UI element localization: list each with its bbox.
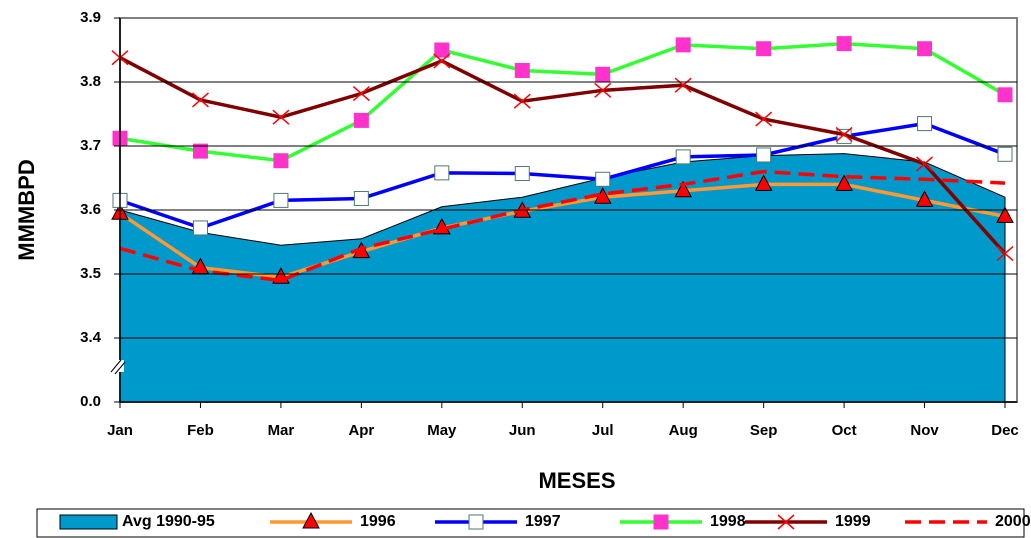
y-axis-title: MMMBPD — [14, 159, 39, 260]
x-tick-label: Aug — [669, 422, 698, 439]
marker — [835, 174, 853, 191]
legend-box — [36, 508, 1025, 538]
x-tick-label: Nov — [910, 422, 939, 439]
x-tick-label: Oct — [832, 422, 857, 439]
marker — [996, 206, 1014, 223]
marker — [756, 41, 772, 57]
marker — [433, 53, 451, 69]
marker — [434, 165, 450, 181]
marker — [996, 245, 1014, 262]
marker — [353, 112, 369, 128]
marker — [353, 190, 369, 206]
marker — [997, 87, 1013, 103]
x-axis-title: MESES — [538, 468, 615, 493]
marker — [915, 190, 934, 207]
y-tick-label: 0.0 — [80, 393, 101, 410]
legend-marker — [468, 514, 484, 530]
marker — [756, 147, 772, 163]
y-tick-label: 3.9 — [80, 9, 101, 26]
marker — [594, 82, 612, 98]
line — [119, 41, 1006, 163]
axis-break — [112, 360, 124, 372]
y-tick-label: 3.8 — [80, 73, 101, 90]
marker — [514, 62, 530, 78]
marker — [191, 92, 209, 108]
y-tick-label: 3.5 — [80, 265, 101, 282]
legend-label: 1997 — [525, 513, 561, 530]
line — [119, 169, 1006, 283]
marker — [917, 116, 933, 132]
axis-break — [110, 359, 126, 375]
legend-label: Avg 1990-95 — [122, 513, 215, 530]
x-tick-label: Jul — [592, 422, 614, 439]
marker — [675, 149, 691, 165]
x-tick-label: Sep — [750, 422, 778, 439]
x-tick-label: Jan — [107, 422, 133, 439]
x-tick-label: Mar — [268, 422, 295, 439]
legend-label: 1999 — [835, 513, 871, 530]
marker — [595, 66, 611, 82]
legend-label: 1998 — [710, 513, 746, 530]
marker — [434, 42, 450, 58]
marker — [997, 146, 1013, 162]
x-tick-label: May — [427, 422, 457, 439]
line — [119, 56, 1007, 255]
y-tick-label: 3.4 — [80, 329, 102, 346]
marker — [836, 36, 852, 52]
x-tick-label: Jun — [509, 422, 536, 439]
marker — [272, 109, 290, 125]
marker — [432, 217, 451, 235]
marker — [675, 37, 691, 53]
marker — [513, 93, 531, 109]
line — [119, 182, 1006, 279]
line — [119, 121, 1006, 230]
marker — [352, 85, 370, 102]
legend-label: 1996 — [360, 513, 396, 530]
x-tick-label: Feb — [187, 422, 214, 439]
x-tick-label: Dec — [991, 422, 1019, 439]
marker — [514, 166, 530, 182]
marker — [674, 77, 692, 93]
legend-marker — [302, 511, 320, 529]
marker — [917, 41, 933, 57]
marker — [273, 192, 289, 208]
marker — [273, 153, 289, 169]
marker — [835, 126, 853, 143]
marker — [754, 174, 773, 191]
legend-label: 2000 — [995, 513, 1031, 530]
legend-swatch — [59, 514, 118, 530]
marker — [192, 143, 208, 159]
y-tick-label: 3.7 — [80, 137, 101, 154]
marker — [916, 156, 934, 172]
legend-marker — [777, 514, 795, 530]
x-tick-label: Apr — [348, 422, 374, 439]
legend-marker — [653, 514, 669, 530]
marker — [595, 171, 611, 187]
marker — [755, 111, 773, 127]
marker — [192, 220, 208, 236]
y-tick-label: 3.6 — [80, 201, 101, 218]
marker — [674, 180, 693, 198]
